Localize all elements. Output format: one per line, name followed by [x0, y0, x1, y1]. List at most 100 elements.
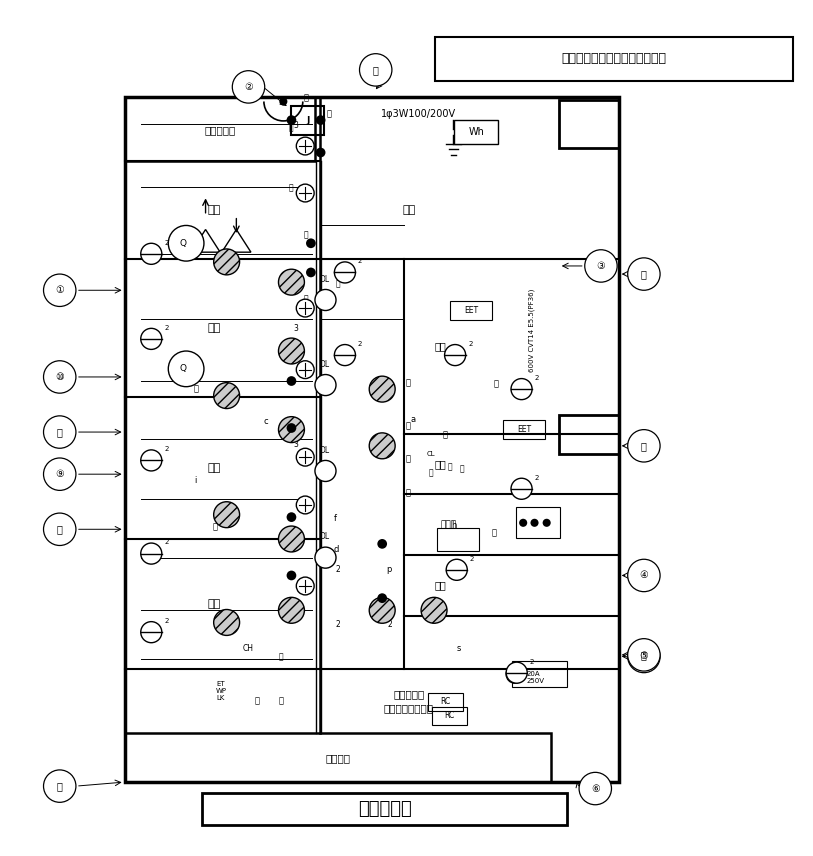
Bar: [516, 508, 560, 538]
Circle shape: [315, 375, 336, 395]
Circle shape: [306, 268, 315, 277]
Text: ウ: ウ: [289, 124, 293, 133]
Text: p: p: [386, 565, 391, 574]
Text: ①: ①: [55, 285, 64, 295]
Text: ソ: ソ: [254, 697, 259, 705]
Text: ン: ン: [278, 697, 284, 705]
Circle shape: [315, 289, 336, 311]
Text: RC: RC: [441, 698, 450, 706]
Text: ⑰: ⑰: [57, 524, 63, 534]
Circle shape: [296, 137, 314, 155]
Circle shape: [279, 338, 304, 364]
Circle shape: [296, 300, 314, 317]
Circle shape: [214, 609, 240, 635]
Text: 脱衣室: 脱衣室: [441, 520, 456, 529]
Circle shape: [287, 512, 296, 522]
Text: 2: 2: [470, 556, 474, 562]
Text: DL: DL: [319, 360, 329, 369]
Text: ⑥: ⑥: [591, 783, 600, 794]
Text: Q: Q: [180, 365, 186, 373]
Circle shape: [141, 243, 162, 265]
Text: ⑩: ⑩: [55, 372, 64, 382]
Circle shape: [506, 663, 527, 683]
Bar: [559, 415, 619, 454]
Circle shape: [233, 71, 265, 103]
Text: ⑨: ⑨: [55, 469, 64, 479]
Text: 3: 3: [293, 122, 298, 130]
Text: a: a: [411, 415, 415, 425]
Text: c: c: [263, 417, 267, 426]
Bar: [202, 793, 567, 825]
Text: ②: ②: [244, 82, 253, 92]
Circle shape: [628, 639, 660, 671]
Text: ア: ア: [303, 93, 308, 102]
Text: ウ: ウ: [304, 579, 308, 587]
Text: ⑫: ⑫: [641, 269, 647, 279]
Text: タ: タ: [213, 522, 218, 532]
Text: イ: イ: [327, 109, 332, 118]
Text: ④: ④: [640, 570, 648, 580]
Text: 1φ3W100/200V: 1φ3W100/200V: [381, 109, 456, 119]
Text: ⑱: ⑱: [57, 427, 63, 437]
Circle shape: [377, 539, 387, 549]
Circle shape: [287, 571, 296, 580]
Bar: [435, 37, 793, 81]
Circle shape: [279, 269, 304, 295]
Text: EET: EET: [464, 306, 478, 315]
Text: リビング・
ダイニングルーム: リビング・ ダイニングルーム: [384, 689, 434, 713]
Circle shape: [141, 621, 162, 643]
Circle shape: [141, 543, 162, 564]
Text: 図面を引き抜いてご覧ください: 図面を引き抜いてご覧ください: [562, 52, 667, 65]
Circle shape: [506, 665, 524, 683]
Circle shape: [44, 770, 76, 802]
Text: ウ: ウ: [304, 294, 308, 303]
Circle shape: [511, 479, 532, 499]
Text: ⑪: ⑪: [373, 65, 379, 74]
Circle shape: [44, 458, 76, 490]
Circle shape: [628, 640, 660, 673]
Circle shape: [315, 461, 336, 481]
Text: ③: ③: [597, 261, 606, 271]
Text: CL: CL: [427, 451, 435, 457]
Text: オ: オ: [406, 455, 411, 463]
Circle shape: [315, 547, 336, 568]
Text: 2: 2: [164, 446, 168, 452]
Circle shape: [168, 225, 204, 261]
Circle shape: [628, 559, 660, 591]
Text: 3: 3: [293, 440, 298, 449]
Circle shape: [214, 502, 240, 527]
Circle shape: [445, 345, 466, 366]
Circle shape: [287, 376, 296, 386]
Text: エ: エ: [335, 279, 340, 288]
Circle shape: [296, 577, 314, 595]
Text: 2: 2: [164, 618, 168, 624]
Circle shape: [296, 496, 314, 514]
Text: エ: エ: [304, 230, 308, 240]
Circle shape: [334, 262, 355, 283]
Text: ⑤: ⑤: [640, 651, 648, 662]
Circle shape: [296, 184, 314, 202]
Bar: [437, 528, 480, 551]
Text: 2: 2: [529, 658, 534, 664]
Text: Q: Q: [180, 239, 186, 247]
Text: 2: 2: [388, 620, 393, 628]
Text: DL: DL: [319, 275, 329, 284]
Circle shape: [369, 376, 395, 402]
Bar: [124, 734, 550, 782]
Bar: [432, 707, 467, 724]
Circle shape: [44, 360, 76, 393]
Text: 2: 2: [164, 240, 168, 246]
Bar: [291, 106, 324, 134]
Circle shape: [279, 526, 304, 552]
Bar: [428, 693, 463, 710]
Circle shape: [168, 351, 204, 387]
Circle shape: [44, 416, 76, 449]
Bar: [450, 300, 493, 320]
Text: カ: カ: [406, 378, 411, 387]
Text: EET: EET: [517, 425, 531, 434]
Text: ⑬: ⑬: [641, 441, 647, 451]
Circle shape: [279, 597, 304, 623]
Text: J: J: [306, 116, 309, 126]
Text: ⑭: ⑭: [641, 650, 647, 660]
Circle shape: [511, 378, 532, 400]
